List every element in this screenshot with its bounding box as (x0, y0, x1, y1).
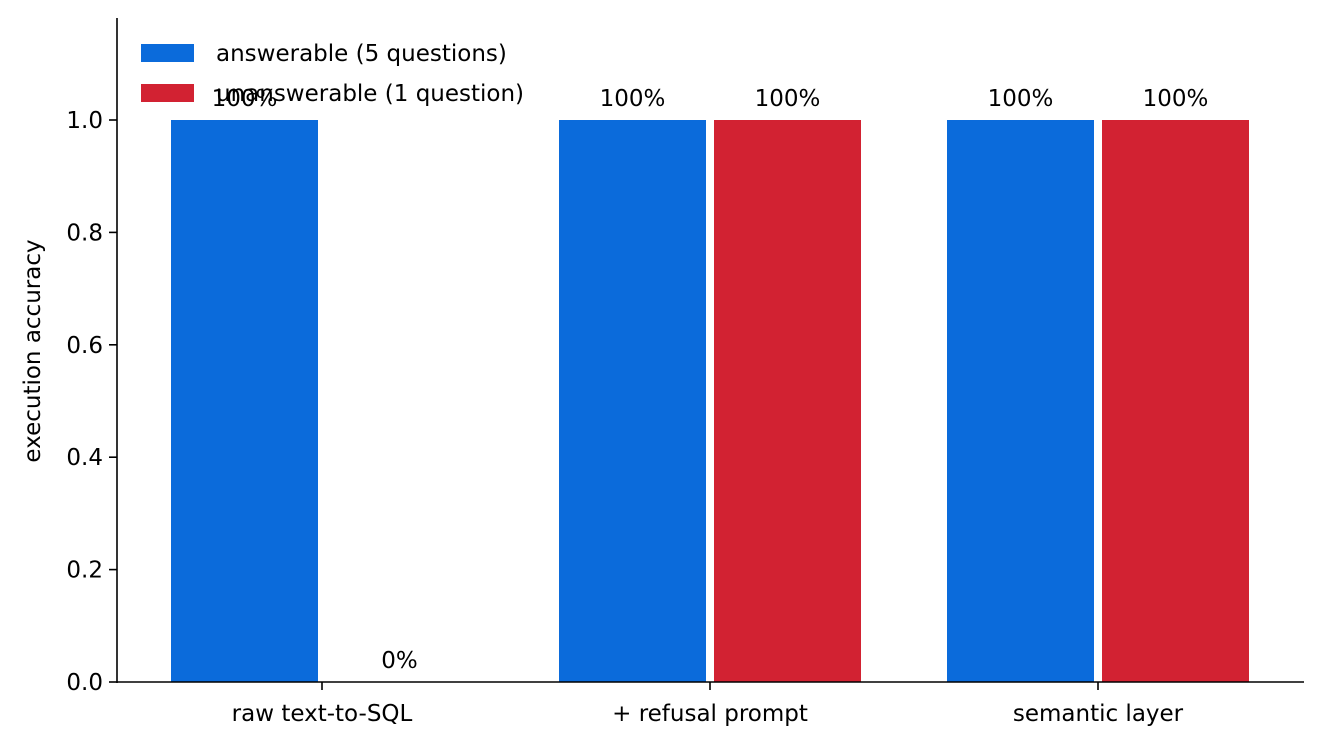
bar-value-label: 100% (212, 86, 278, 112)
bar-answerable-0 (171, 120, 318, 682)
x-ticks-group: raw text-to-SQL + refusal prompt semantic … (232, 682, 1184, 727)
bar-value-label: 100% (755, 86, 821, 112)
y-ticks-group: 0.0 0.2 0.4 0.6 0.8 1.0 (66, 108, 117, 696)
y-tick-label: 0.6 (66, 333, 103, 359)
x-tick-label: semantic layer (1013, 701, 1184, 727)
bar-value-label: 100% (1143, 86, 1209, 112)
legend: answerable (5 questions) unanswerable (1 … (141, 41, 524, 107)
bar-unanswerable-2 (1102, 120, 1249, 682)
bar-value-label: 100% (988, 86, 1054, 112)
bar-labels-group: 100% 100% 100% 0% 100% 100% (212, 86, 1209, 674)
y-tick-label: 0.0 (66, 670, 103, 696)
bar-value-label: 100% (600, 86, 666, 112)
bars-group (171, 120, 1249, 682)
bar-answerable-2 (947, 120, 1094, 682)
y-tick-label: 1.0 (66, 108, 103, 134)
x-tick-label: + refusal prompt (612, 701, 808, 727)
legend-swatch (141, 84, 194, 102)
y-axis-label: execution accuracy (20, 239, 46, 462)
y-tick-label: 0.2 (66, 558, 103, 584)
x-tick-label: raw text-to-SQL (232, 701, 413, 727)
y-tick-label: 0.4 (66, 445, 103, 471)
bar-unanswerable-1 (714, 120, 861, 682)
legend-swatch (141, 44, 194, 62)
bar-answerable-1 (559, 120, 706, 682)
bar-value-label: 0% (381, 648, 418, 674)
legend-label: answerable (5 questions) (216, 41, 507, 67)
y-tick-label: 0.8 (66, 220, 103, 246)
legend-label: unanswerable (1 question) (216, 81, 524, 107)
